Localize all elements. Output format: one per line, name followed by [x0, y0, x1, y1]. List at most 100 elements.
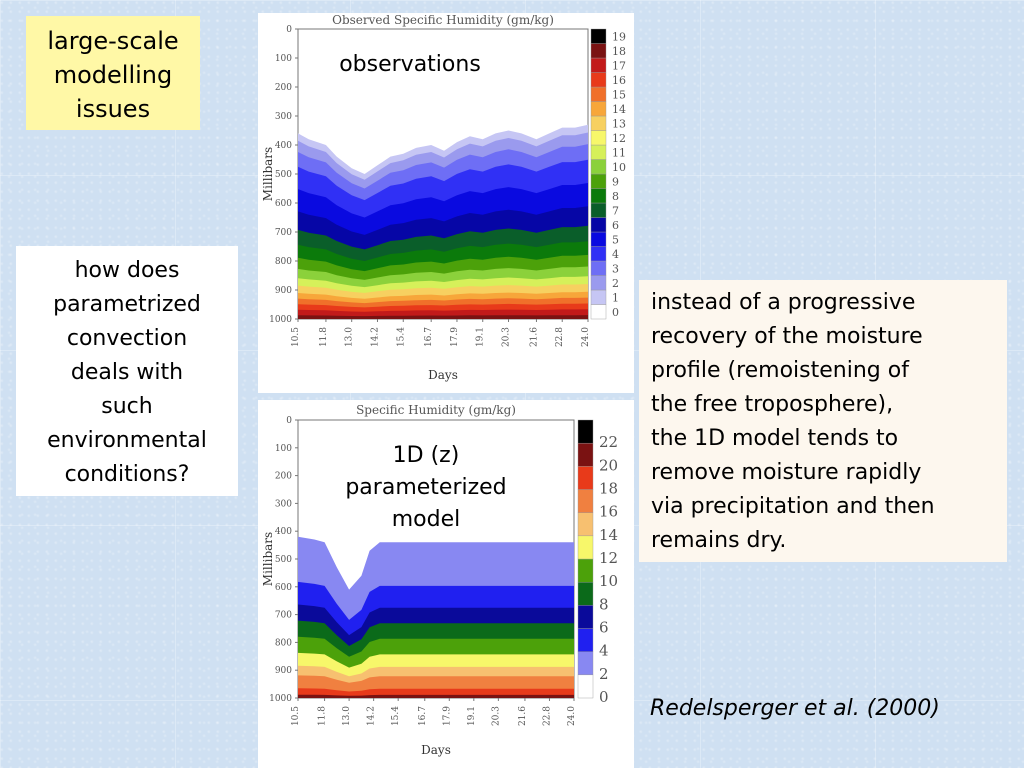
x-tick-label: 15.4 [391, 706, 401, 726]
colorbar-swatch [577, 419, 594, 444]
question-line: how does [74, 258, 180, 283]
y-tick-label: 500 [275, 555, 292, 565]
colorbar-swatch [577, 581, 594, 606]
colorbar-swatch [577, 674, 594, 699]
humidity-band [298, 315, 588, 319]
colorbar-swatch [590, 72, 607, 88]
topic-label-line: large-scale [47, 27, 179, 55]
colorbar-label: 9 [612, 175, 619, 188]
x-tick-label: 21.6 [518, 706, 528, 726]
y-tick-label: 400 [275, 527, 292, 537]
x-tick-label: 13.0 [342, 706, 352, 726]
x-tick-label: 20.3 [502, 327, 512, 347]
colorbar-label: 1 [612, 291, 619, 304]
colorbar-swatch [590, 86, 607, 102]
colorbar-swatch [590, 217, 607, 233]
topic-label-line: modelling [53, 61, 173, 89]
question-line: deals with [70, 360, 184, 385]
model-humidity-chart: Specific Humidity (gm/kg) 0 100 200 300 400 50… [258, 400, 634, 768]
explanation-line: profile (remoistening of [651, 358, 909, 383]
colorbar-label: 11 [612, 146, 626, 159]
chart-caption: 1D (z) parameterized model [316, 440, 536, 536]
question-line: convection [66, 326, 188, 351]
y-tick-label: 0 [286, 416, 292, 426]
y-tick-label: 800 [275, 638, 292, 648]
colorbar-label: 14 [599, 526, 618, 544]
x-tick-label: 14.2 [370, 327, 380, 347]
x-tick-label: 13.0 [345, 327, 355, 347]
question-line: environmental [47, 428, 207, 453]
colorbar-swatch [590, 43, 607, 59]
explanation-box: instead of a progressive recovery of the… [639, 280, 1007, 562]
chart-title: Specific Humidity (gm/kg) [356, 403, 516, 417]
colorbar-swatch [577, 651, 594, 676]
explanation-line: the free troposphere), [651, 392, 894, 417]
colorbar-swatch [590, 144, 607, 160]
colorbar-swatch [577, 466, 594, 490]
colorbar-swatch [590, 159, 607, 175]
x-tick-label: 11.8 [318, 706, 328, 726]
explanation-line: via precipitation and then [651, 494, 935, 519]
y-tick-label: 600 [275, 583, 292, 593]
x-tick-label: 24.0 [567, 706, 577, 726]
y-axis-label: Millibars [261, 532, 275, 586]
colorbar-label: 8 [612, 190, 619, 203]
x-tick-label: 16.7 [424, 327, 434, 347]
x-tick-label: 21.6 [529, 327, 539, 347]
y-tick-label: 700 [275, 228, 292, 238]
colorbar-label: 2 [599, 665, 609, 683]
colorbar-swatch [577, 605, 594, 629]
x-tick-label: 19.1 [467, 706, 477, 726]
colorbar-swatch [577, 442, 594, 467]
colorbar-label: 6 [612, 219, 619, 232]
colorbar-swatch [590, 57, 607, 73]
colorbar-swatch [590, 101, 607, 117]
y-tick-label: 1000 [269, 694, 292, 704]
x-axis-label: Days [421, 743, 451, 757]
colorbar-swatch [577, 535, 594, 560]
colorbar-label: 6 [599, 619, 609, 637]
x-tick-label: 19.1 [476, 327, 486, 347]
colorbar-label: 2 [612, 277, 619, 290]
chart-caption-line: parameterized [345, 475, 507, 500]
explanation-line: remove moisture rapidly [651, 460, 922, 485]
question-line: such [101, 394, 153, 419]
explanation-line: recovery of the moisture [651, 324, 923, 349]
topic-label-line: issues [75, 95, 151, 123]
colorbar-label: 22 [599, 433, 618, 451]
colorbar-label: 19 [612, 30, 626, 43]
y-axis-label: Millibars [261, 147, 275, 201]
chart-caption: observations [339, 52, 481, 77]
x-tick-label: 17.9 [450, 327, 460, 347]
humidity-band [298, 694, 574, 698]
colorbar-label: 0 [599, 688, 609, 706]
y-tick-label: 600 [275, 199, 292, 209]
chart-caption-line: model [391, 507, 461, 532]
topic-label-box: large-scale modelling issues [26, 16, 200, 130]
question-line: parametrized [53, 292, 201, 317]
y-tick-label: 900 [275, 666, 292, 676]
colorbar-label: 15 [612, 88, 626, 101]
y-tick-label: 300 [275, 112, 292, 122]
colorbar-swatch [590, 202, 607, 218]
explanation-line: the 1D model tends to [651, 426, 899, 451]
x-tick-label: 10.5 [291, 706, 301, 726]
colorbar-label: 12 [612, 132, 626, 145]
x-axis-label: Days [428, 368, 458, 382]
colorbar-swatch [590, 115, 607, 131]
colorbar-label: 20 [599, 456, 618, 474]
x-tick-label: 22.8 [542, 706, 552, 726]
y-tick-label: 100 [275, 54, 292, 64]
y-tick-label: 900 [275, 286, 292, 296]
humidity-bands [298, 536, 574, 698]
y-tick-label: 200 [275, 472, 292, 482]
colorbar-label: 12 [599, 549, 618, 567]
x-tick-label: 10.5 [291, 327, 301, 347]
colorbar-swatch [577, 628, 594, 652]
chart-caption-line: 1D (z) [392, 443, 460, 468]
x-tick-label: 15.4 [396, 327, 406, 347]
x-tick-label: 11.8 [319, 327, 329, 347]
chart-title: Observed Specific Humidity (gm/kg) [332, 13, 554, 27]
x-tick-label: 22.8 [555, 327, 565, 347]
